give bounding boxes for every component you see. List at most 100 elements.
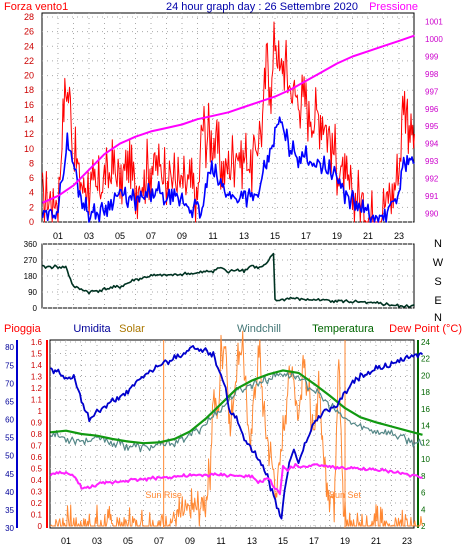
pressure-y-tick-label: 1001 bbox=[425, 18, 443, 27]
rain-y-tick-label: 1.4 bbox=[31, 361, 43, 370]
humidity-y-tick-label: 65 bbox=[5, 397, 14, 406]
rain-y-tick-label: 0.8 bbox=[31, 430, 43, 439]
pressure-y-tick-label: 997 bbox=[425, 87, 439, 96]
wind-y-tick-label: 16 bbox=[24, 100, 34, 110]
wind-y-tick-label: 12 bbox=[24, 129, 34, 139]
wind-y-tick-label: 4 bbox=[29, 188, 34, 198]
rain-y-tick-label: 1.6 bbox=[31, 338, 43, 347]
wind-panel-x-tick-label: 01 bbox=[53, 231, 63, 241]
wind-panel-x-tick-label: 11 bbox=[208, 231, 217, 241]
rain-y-tick-label: 0.7 bbox=[31, 442, 43, 451]
temperature-y-tick-label: 22 bbox=[421, 355, 430, 364]
direction-y-tick-label: 270 bbox=[24, 256, 38, 265]
rain-y-tick-label: 0.6 bbox=[31, 453, 43, 462]
pressure-y-tick-label: 1000 bbox=[425, 35, 443, 44]
wind-panel-x-tick-label: 17 bbox=[301, 231, 311, 241]
wind-panel-x-tick-label: 15 bbox=[270, 231, 280, 241]
humidity-y-tick-label: 30 bbox=[5, 524, 14, 533]
climate-panel-x-tick-label: 01 bbox=[61, 536, 71, 546]
windchill-series-line bbox=[50, 370, 423, 453]
wind-panel-x-tick-label: 19 bbox=[332, 231, 342, 241]
rain-y-tick-label: 0.5 bbox=[31, 465, 43, 474]
climate-header-label: Dew Point (°C) bbox=[389, 323, 462, 335]
wind-y-tick-label: 2 bbox=[29, 202, 34, 212]
humidity-y-tick-label: 35 bbox=[5, 506, 14, 515]
pressure-y-tick-label: 998 bbox=[425, 70, 439, 79]
wind-panel-x-tick-label: 23 bbox=[394, 231, 404, 241]
rain-y-tick-label: 0.9 bbox=[31, 419, 43, 428]
sun-marker-label: Sun Set bbox=[329, 490, 362, 500]
humidity-y-tick-label: 70 bbox=[5, 379, 14, 388]
temperature-y-tick-label: 24 bbox=[421, 338, 430, 347]
pressure-y-tick-label: 990 bbox=[425, 209, 439, 218]
climate-panel-x-tick-label: 03 bbox=[92, 536, 102, 546]
wind-y-tick-label: 26 bbox=[24, 27, 34, 37]
compass-label: E bbox=[434, 295, 441, 307]
compass-label: N bbox=[434, 312, 442, 324]
temperature-y-tick-label: 18 bbox=[421, 388, 430, 397]
wind-panel-x-tick-label: 21 bbox=[363, 231, 373, 241]
wind-y-tick-label: 20 bbox=[24, 71, 34, 81]
climate-panel-x-tick-label: 15 bbox=[278, 536, 288, 546]
humidity-y-tick-label: 40 bbox=[5, 488, 14, 497]
wind-panel-x-tick-label: 13 bbox=[239, 231, 249, 241]
sun-marker-label: Sun Rise bbox=[145, 490, 182, 500]
humidity-y-tick-label: 75 bbox=[5, 361, 14, 370]
wind-panel-x-tick-label: 05 bbox=[115, 231, 125, 241]
pressure-y-tick-label: 992 bbox=[425, 174, 439, 183]
wind-chart-title: 24 hour graph day : 26 Settembre 2020 bbox=[166, 1, 358, 13]
direction-y-tick-label: 0 bbox=[33, 304, 38, 313]
wind-y-tick-label: 18 bbox=[24, 85, 34, 95]
humidity-y-tick-label: 80 bbox=[5, 343, 14, 352]
direction-y-tick-label: 90 bbox=[28, 288, 37, 297]
climate-panel-x-tick-label: 13 bbox=[247, 536, 257, 546]
climate-panel-x-tick-label: 21 bbox=[371, 536, 381, 546]
rain-y-tick-label: 0.1 bbox=[31, 511, 43, 520]
wind-y-tick-label: 14 bbox=[24, 115, 34, 125]
gust-series-line bbox=[42, 21, 415, 223]
rain-y-tick-label: 0 bbox=[38, 522, 43, 531]
temperature-y-tick-label: 4 bbox=[421, 505, 426, 514]
pressure-y-tick-label: 991 bbox=[425, 192, 439, 201]
humidity-y-tick-label: 50 bbox=[5, 452, 14, 461]
rain-y-tick-label: 1.5 bbox=[31, 350, 43, 359]
direction-series-line bbox=[42, 252, 415, 309]
rain-y-tick-label: 1 bbox=[38, 407, 43, 416]
climate-panel-x-tick-label: 17 bbox=[309, 536, 319, 546]
wind-axis-title: Forza vento1 bbox=[4, 1, 68, 13]
climate-header-label: Windchill bbox=[237, 323, 281, 335]
speed-series-line bbox=[41, 116, 415, 223]
climate-panel-x-tick-label: 09 bbox=[185, 536, 195, 546]
pressure-y-tick-label: 994 bbox=[425, 140, 439, 149]
dewpoint-series-line bbox=[49, 463, 423, 496]
wind-y-tick-label: 28 bbox=[24, 12, 34, 22]
humidity-y-tick-label: 45 bbox=[5, 470, 14, 479]
humidity-y-tick-label: 60 bbox=[5, 416, 14, 425]
wind-y-tick-label: 22 bbox=[24, 56, 34, 66]
rain-y-tick-label: 0.4 bbox=[31, 476, 43, 485]
compass-label: N bbox=[434, 238, 442, 250]
climate-panel-x-tick-label: 07 bbox=[154, 536, 164, 546]
climate-header-label: Solar bbox=[119, 323, 145, 335]
wind-y-tick-label: 6 bbox=[29, 173, 34, 183]
rain-y-tick-label: 0.3 bbox=[31, 488, 43, 497]
temperature-y-tick-label: 10 bbox=[421, 455, 430, 464]
wind-y-tick-label: 8 bbox=[29, 158, 34, 168]
rain-y-tick-label: 1.3 bbox=[31, 373, 43, 382]
rain-y-tick-label: 1.1 bbox=[31, 396, 43, 405]
temperature-y-tick-label: 12 bbox=[421, 438, 430, 447]
pressure-y-tick-label: 996 bbox=[425, 105, 439, 114]
pressure-axis-title: Pressione bbox=[369, 1, 418, 13]
temperature-y-tick-label: 20 bbox=[421, 371, 430, 380]
direction-y-tick-label: 360 bbox=[24, 240, 38, 249]
climate-panel-x-tick-label: 11 bbox=[216, 536, 225, 546]
pressure-y-tick-label: 995 bbox=[425, 122, 439, 131]
climate-panel-x-tick-label: 23 bbox=[402, 536, 412, 546]
temperature-y-tick-label: 16 bbox=[421, 405, 430, 414]
wind-panel-x-tick-label: 07 bbox=[146, 231, 156, 241]
wind-y-tick-label: 0 bbox=[29, 217, 34, 227]
climate-panel-x-tick-label: 05 bbox=[123, 536, 133, 546]
